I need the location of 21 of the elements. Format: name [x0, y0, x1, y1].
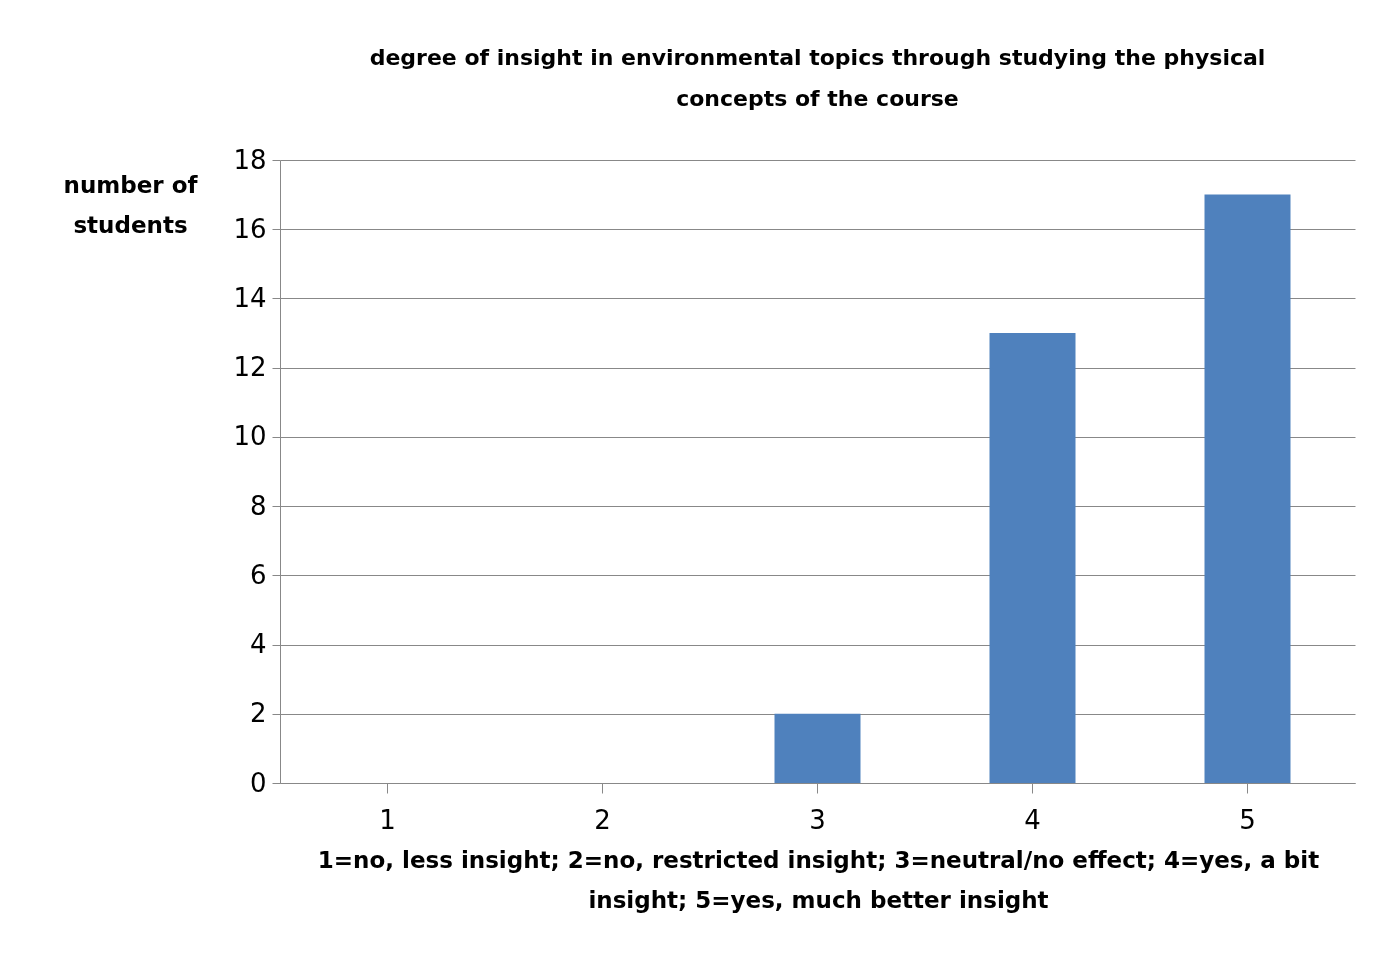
x-tick-label: 1: [379, 804, 396, 835]
y-axis-title: number of students: [63, 171, 199, 238]
y-tick-label: 16: [233, 213, 267, 244]
x-tick-label: 4: [1024, 804, 1041, 835]
x-tick-label: 5: [1239, 804, 1256, 835]
bar: [989, 333, 1076, 783]
chart-title: degree of insight in environmental topics through studying the physical concepts of the course: [369, 45, 1266, 111]
y-tick-label: 18: [233, 144, 267, 175]
bar: [774, 713, 861, 783]
y-tick-label: 8: [249, 490, 267, 521]
x-axis-title: 1=no, less insight; 2=no, restricted insight; 3=neutral/no effect; 4=yes, a bit insight; 5=yes, much better insight: [317, 846, 1320, 913]
y-tick-label: 12: [233, 352, 267, 383]
bar: [1204, 194, 1291, 783]
y-tick-label: 2: [249, 698, 267, 729]
y-tick-label: 4: [249, 629, 267, 660]
y-tick-label: 6: [249, 559, 267, 590]
y-tick-label: 14: [233, 282, 267, 313]
x-tick-label: 2: [594, 804, 611, 835]
y-tick-label: 0: [249, 767, 267, 798]
x-tick-label: 3: [809, 804, 826, 835]
y-tick-label: 10: [233, 421, 267, 452]
